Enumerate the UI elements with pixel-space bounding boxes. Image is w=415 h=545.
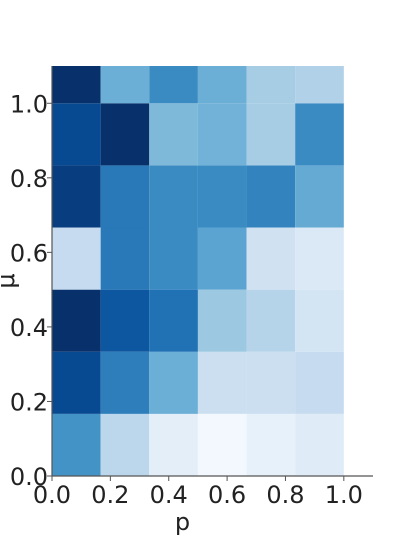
heatmap-cell-r1-c2 — [149, 351, 198, 414]
y-tick-label: 0.4 — [10, 314, 48, 342]
heatmap-cell-r2-c2 — [149, 289, 198, 352]
heatmap-cell-r6-c2 — [149, 66, 198, 104]
heatmap-cell-r5-c1 — [100, 103, 150, 166]
heatmap-cell-r6-c5 — [295, 66, 344, 104]
heatmap-cell-r6-c0 — [52, 66, 101, 104]
x-tick-label: 0.6 — [208, 481, 246, 509]
heatmap-cell-r3-c0 — [52, 227, 101, 290]
heatmap-cell-r6-c3 — [197, 66, 247, 104]
heatmap-cell-r3-c5 — [295, 227, 344, 290]
heatmap-cells — [52, 66, 344, 476]
heatmap-cell-r2-c3 — [197, 289, 247, 352]
y-axis-label: μ — [0, 273, 20, 288]
heatmap-cell-r3-c2 — [149, 227, 198, 290]
y-ticks: 0.0 0.2 0.4 0.6 0.8 1.0 — [10, 90, 52, 491]
y-tick-label: 0.2 — [10, 388, 48, 416]
y-tick-label: 0.0 — [10, 463, 48, 491]
heatmap-cell-r4-c4 — [246, 165, 296, 228]
heatmap-cell-r6-c4 — [246, 66, 296, 104]
heatmap-cell-r5-c3 — [197, 103, 247, 166]
heatmap-cell-r4-c0 — [52, 165, 101, 228]
heatmap-cell-r0-c5 — [295, 413, 344, 476]
heatmap-cell-r0-c1 — [100, 413, 150, 476]
heatmap-cell-r0-c4 — [246, 413, 296, 476]
x-tick-label: 0.0 — [33, 481, 71, 509]
x-ticks: 0.0 0.2 0.4 0.6 0.8 1.0 — [33, 476, 363, 509]
heatmap-cell-r4-c1 — [100, 165, 150, 228]
x-tick-label: 0.4 — [150, 481, 188, 509]
x-tick-label: 0.2 — [91, 481, 129, 509]
axes — [51, 66, 373, 477]
heatmap-cell-r5-c5 — [295, 103, 344, 166]
heatmap-cell-r5-c2 — [149, 103, 198, 166]
heatmap-cell-r6-c1 — [100, 66, 150, 104]
x-tick-label: 1.0 — [325, 481, 363, 509]
x-tick-label: 0.8 — [266, 481, 304, 509]
heatmap-cell-r5-c4 — [246, 103, 296, 166]
heatmap-cell-r0-c3 — [197, 413, 247, 476]
heatmap-cell-r1-c5 — [295, 351, 344, 414]
heatmap-cell-r1-c3 — [197, 351, 247, 414]
heatmap-cell-r1-c0 — [52, 351, 101, 414]
x-axis-label: p — [175, 508, 190, 536]
heatmap-cell-r3-c4 — [246, 227, 296, 290]
heatmap-cell-r2-c5 — [295, 289, 344, 352]
heatmap-cell-r4-c2 — [149, 165, 198, 228]
heatmap-cell-r4-c3 — [197, 165, 247, 228]
y-tick-label: 0.6 — [10, 239, 48, 267]
heatmap-cell-r0-c0 — [52, 413, 101, 476]
heatmap-cell-r1-c4 — [246, 351, 296, 414]
heatmap-cell-r4-c5 — [295, 165, 344, 228]
heatmap-cell-r2-c4 — [246, 289, 296, 352]
y-tick-label: 1.0 — [10, 90, 48, 118]
y-tick-label: 0.8 — [10, 165, 48, 193]
heatmap-cell-r0-c2 — [149, 413, 198, 476]
heatmap-cell-r2-c1 — [100, 289, 150, 352]
heatmap-cell-r3-c1 — [100, 227, 150, 290]
heatmap-cell-r1-c1 — [100, 351, 150, 414]
heatmap-cell-r3-c3 — [197, 227, 247, 290]
heatmap-cell-r2-c0 — [52, 289, 101, 352]
heatmap-cell-r5-c0 — [52, 103, 101, 166]
